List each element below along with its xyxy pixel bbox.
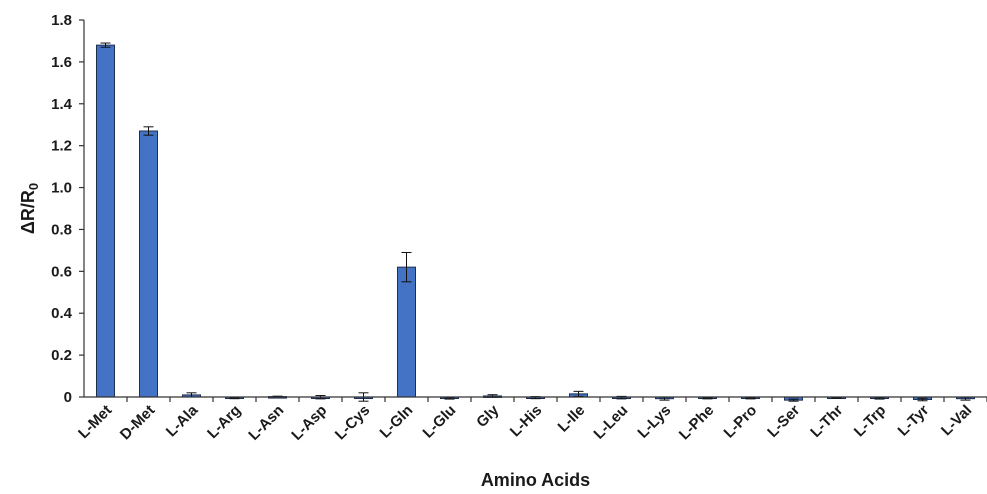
x-tick-label: L-Ile [554, 402, 588, 436]
y-tick-label: 0.8 [51, 221, 72, 238]
bar-l-met [96, 44, 115, 398]
x-axis-tick-labels: L-Met D-Met L-Ala L-Arg L-Asn L-Asp L-Cys L-Gln… [75, 397, 987, 444]
x-tick-label: L-Pro [721, 402, 761, 442]
x-tick-label: L-Tyr [895, 402, 933, 440]
bar-l-gln [397, 266, 416, 398]
y-tick-label: 1.2 [51, 138, 72, 155]
x-tick-label: L-Phe [676, 402, 717, 443]
x-tick-label: L-Thr [807, 402, 846, 441]
y-axis-ticks: 0 0.2 0.4 0.6 0.8 1.0 1.2 1.4 1.6 1.8 [51, 12, 84, 406]
y-tick-label: 0.6 [51, 263, 72, 280]
x-tick-label: Gly [473, 401, 503, 431]
error-bars [100, 42, 971, 402]
y-axis-title-subscript: 0 [26, 183, 41, 190]
y-tick-label: 0.4 [51, 305, 73, 322]
x-tick-label: L-His [507, 402, 546, 441]
x-tick-label: L-Leu [590, 402, 631, 443]
x-tick-label: D-Met [117, 402, 158, 443]
y-tick-label: 0.2 [51, 347, 72, 364]
y-tick-label: 0 [64, 389, 72, 406]
y-axis-title: ΔR/R0 [18, 183, 41, 234]
x-tick-label: L-Lys [634, 402, 674, 442]
y-tick-label: 1.6 [51, 54, 72, 71]
x-tick-label: L-Glu [420, 402, 460, 442]
bar-d-met [139, 130, 158, 398]
x-tick-label: L-Ser [764, 402, 803, 441]
x-tick-label: L-Met [75, 402, 115, 442]
x-tick-label: L-Val [938, 402, 975, 439]
y-axis-title-main: ΔR/R [18, 190, 38, 234]
x-tick-label: L-Ala [163, 401, 202, 440]
x-tick-label: L-Gln [377, 402, 417, 442]
y-tick-label: 1.4 [51, 96, 73, 113]
y-tick-label: 1.0 [51, 180, 72, 197]
y-tick-label: 1.8 [51, 12, 72, 29]
x-tick-label: L-Trp [851, 402, 890, 441]
x-tick-label: L-Asp [288, 402, 330, 444]
x-tick-label: L-Asn [245, 402, 287, 444]
bars [96, 44, 975, 401]
x-tick-label: L-Arg [204, 402, 244, 442]
x-tick-label: L-Cys [332, 402, 373, 443]
x-axis-title: Amino Acids [481, 470, 590, 490]
